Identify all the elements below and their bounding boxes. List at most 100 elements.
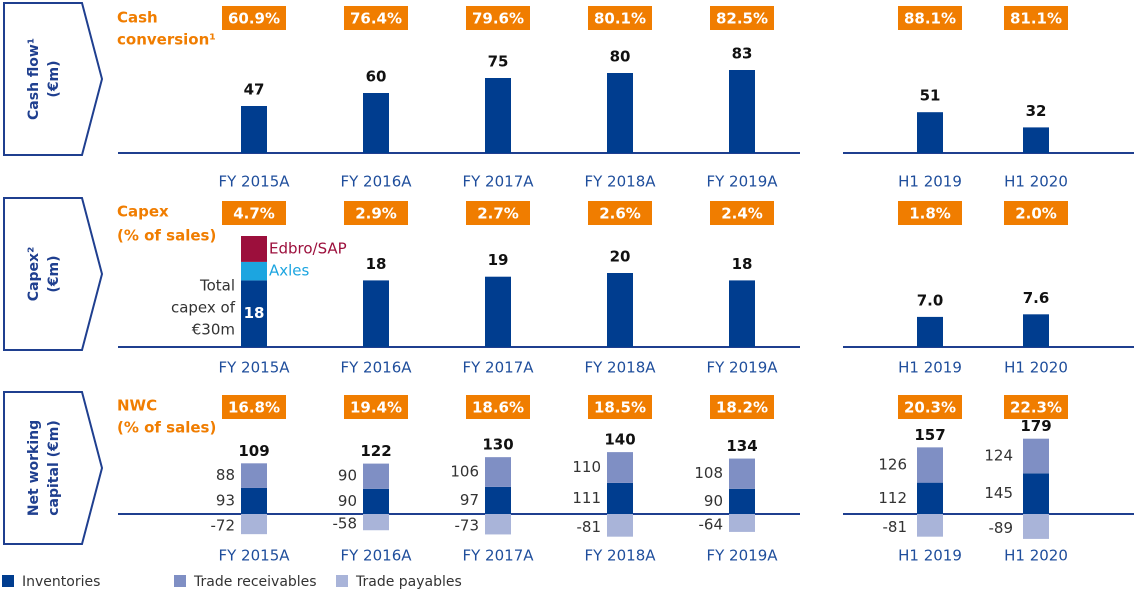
bar	[729, 70, 755, 153]
percent-label: 88.1%	[904, 10, 956, 28]
legend-swatch	[336, 575, 348, 587]
segment-label: 97	[460, 491, 479, 509]
metric-label: (% of sales)	[117, 419, 216, 437]
value-label: 18	[366, 255, 387, 273]
percent-box	[466, 395, 530, 419]
category-label: H1 2020	[1004, 173, 1068, 191]
side-chevron	[3, 197, 104, 351]
percent-label: 16.8%	[228, 399, 280, 417]
bar	[363, 280, 389, 347]
category-label: FY 2016A	[341, 173, 413, 191]
value-label: 60	[366, 68, 387, 86]
legend-swatch	[2, 575, 14, 587]
metric-label: Capex	[117, 203, 169, 221]
segment-label: 88	[216, 466, 235, 484]
bar	[485, 78, 511, 153]
category-label: H1 2019	[898, 547, 962, 565]
category-label: FY 2015A	[219, 359, 291, 377]
value-label: 7.0	[917, 291, 944, 309]
component-bar	[241, 236, 267, 262]
bar	[1023, 314, 1049, 347]
category-label: H1 2019	[898, 173, 962, 191]
percent-box	[898, 201, 962, 225]
segment-label: 111	[572, 489, 601, 507]
value-label: 80	[610, 48, 631, 66]
category-label: FY 2018A	[585, 359, 657, 377]
segment-label: 108	[694, 464, 723, 482]
nwc-bar	[917, 482, 943, 514]
value-label: 19	[488, 251, 509, 269]
component-label: Edbro/SAP	[269, 239, 347, 257]
nwc-bar	[1023, 438, 1049, 474]
nwc-bar	[607, 452, 633, 483]
category-label: FY 2015A	[219, 547, 291, 565]
nwc-bar	[917, 447, 943, 483]
side-label: Net working	[26, 420, 42, 516]
category-label: FY 2019A	[707, 173, 779, 191]
percent-box	[710, 6, 774, 30]
category-label: FY 2018A	[585, 547, 657, 565]
nwc-bar	[917, 514, 943, 537]
nwc-bar	[729, 514, 755, 532]
segment-label: 93	[216, 491, 235, 509]
nwc-bar	[729, 488, 755, 514]
percent-box	[710, 395, 774, 419]
segment-label: 90	[338, 467, 357, 485]
annotation: capex of	[171, 299, 236, 317]
percent-box	[898, 395, 962, 419]
percent-label: 4.7%	[233, 205, 275, 223]
category-label: FY 2016A	[341, 359, 413, 377]
nwc-bar	[607, 482, 633, 514]
percent-box	[1004, 395, 1068, 419]
bar	[1023, 127, 1049, 153]
nwc-bar	[241, 487, 267, 514]
segment-label: -81	[883, 518, 908, 536]
percent-label: 18.6%	[472, 399, 524, 417]
nwc-bar	[729, 458, 755, 489]
total-label: 122	[360, 442, 391, 460]
segment-label: -58	[333, 515, 358, 533]
bar	[917, 112, 943, 153]
percent-box	[222, 6, 286, 30]
percent-label: 2.4%	[721, 205, 763, 223]
percent-label: 2.9%	[355, 205, 397, 223]
percent-label: 81.1%	[1010, 10, 1062, 28]
percent-box	[588, 395, 652, 419]
nwc-bar	[363, 463, 389, 489]
nwc-bar	[241, 463, 267, 488]
category-label: FY 2017A	[463, 359, 535, 377]
percent-box	[588, 201, 652, 225]
value-label: 32	[1026, 102, 1047, 120]
category-label: FY 2016A	[341, 547, 413, 565]
percent-box	[466, 6, 530, 30]
segment-label: -89	[989, 519, 1014, 537]
segment-label: -72	[211, 517, 236, 535]
segment-label: 106	[450, 463, 479, 481]
percent-box	[344, 395, 408, 419]
total-label: 140	[604, 431, 635, 449]
total-label: 109	[238, 442, 269, 460]
bar	[607, 273, 633, 347]
value-label: 47	[244, 81, 265, 99]
bar	[485, 276, 511, 347]
percent-label: 2.0%	[1015, 205, 1057, 223]
side-label: (€m)	[46, 60, 62, 97]
category-label: H1 2019	[898, 359, 962, 377]
value-label: 51	[920, 87, 941, 105]
annotation: Total	[199, 277, 235, 295]
value-label: 20	[610, 248, 631, 266]
total-label: 179	[1020, 417, 1051, 435]
value-label: 18	[244, 304, 265, 322]
percent-box	[222, 395, 286, 419]
percent-box	[466, 201, 530, 225]
percent-label: 79.6%	[472, 10, 524, 28]
segment-label: 124	[984, 447, 1013, 465]
bar	[607, 73, 633, 153]
nwc-bar	[363, 488, 389, 514]
segment-label: -73	[455, 517, 480, 535]
percent-box	[1004, 201, 1068, 225]
category-label: FY 2015A	[219, 173, 291, 191]
annotation: €30m	[192, 321, 235, 339]
category-label: H1 2020	[1004, 359, 1068, 377]
